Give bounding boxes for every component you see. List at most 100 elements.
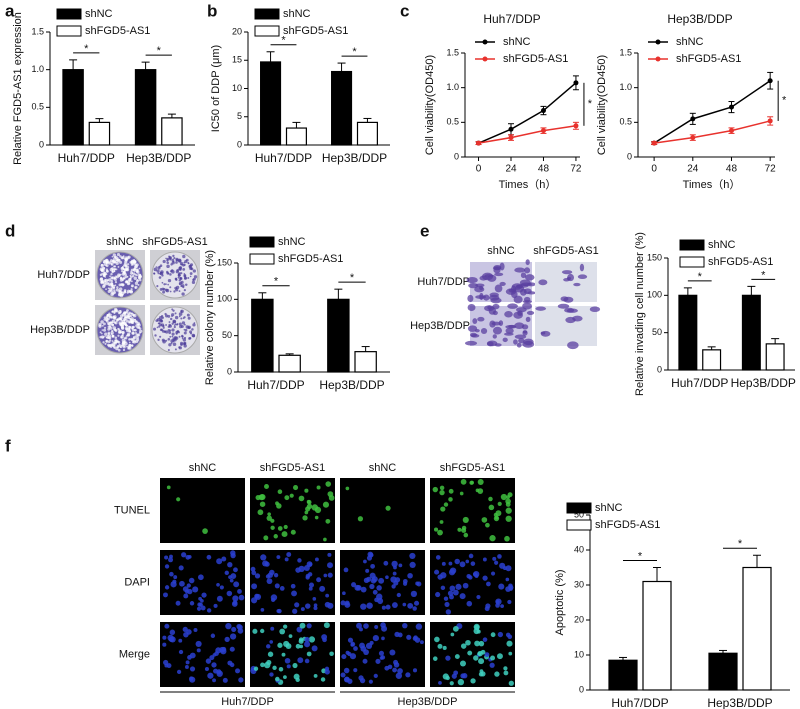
- bar: [278, 354, 301, 373]
- nucleus: [273, 572, 279, 578]
- chart-title: Huh7/DDP: [483, 12, 540, 26]
- colony: [114, 308, 118, 312]
- cell: [516, 342, 522, 348]
- x-tick-label: Hep3B/DDP: [319, 378, 384, 392]
- colony: [120, 319, 123, 322]
- nucleus: [444, 601, 450, 607]
- image-column-label: shNC: [487, 245, 515, 257]
- nucleus: [448, 488, 454, 494]
- nucleus: [231, 626, 237, 633]
- colony: [113, 286, 116, 290]
- cell: [484, 274, 494, 278]
- colony: [183, 316, 186, 319]
- nucleus: [276, 609, 281, 613]
- bar: [356, 121, 378, 146]
- colony: [110, 343, 114, 347]
- nucleus: [305, 603, 311, 609]
- nucleus: [383, 560, 389, 566]
- colony: [192, 323, 196, 327]
- colony: [112, 341, 116, 345]
- x-tick-label: 48: [538, 164, 550, 175]
- nucleus: [260, 554, 267, 561]
- error-bar: [69, 59, 78, 70]
- colony: [129, 277, 132, 280]
- cell: [514, 267, 526, 273]
- nucleus: [402, 578, 408, 584]
- legend-swatch: [56, 8, 82, 20]
- nucleus: [445, 655, 451, 661]
- y-tick-label: 0: [657, 364, 662, 374]
- colony: [111, 334, 115, 338]
- cell: [538, 279, 548, 286]
- nucleus: [176, 497, 181, 502]
- nucleus: [432, 486, 438, 493]
- legend-label: shNC: [278, 236, 306, 248]
- colony: [162, 287, 166, 291]
- cell: [498, 320, 504, 326]
- colony: [100, 263, 103, 267]
- cell: [520, 288, 527, 296]
- nucleus: [435, 591, 441, 598]
- cell: [494, 272, 504, 277]
- cell: [540, 330, 551, 337]
- nucleus: [284, 657, 291, 664]
- nucleus: [279, 628, 286, 635]
- y-axis-label: Cell viability(OD450): [424, 55, 436, 155]
- nucleus: [465, 639, 471, 646]
- nucleus: [389, 649, 396, 656]
- cell: [492, 310, 498, 316]
- colony: [182, 254, 186, 259]
- colony: [176, 323, 179, 325]
- colony: [135, 263, 138, 266]
- colony: [182, 338, 186, 342]
- legend-swatch: [254, 8, 280, 20]
- colony: [114, 284, 117, 287]
- nucleus: [497, 501, 502, 506]
- colony: [117, 258, 120, 262]
- nucleus: [195, 640, 202, 647]
- colony: [133, 267, 137, 271]
- cell: [480, 328, 488, 334]
- nucleus: [323, 573, 328, 578]
- x-tick-label: 72: [765, 164, 777, 175]
- legend-swatch: [566, 519, 592, 531]
- colony: [159, 287, 163, 291]
- legend-marker: [482, 39, 488, 45]
- nucleus: [379, 656, 384, 660]
- nucleus: [229, 662, 235, 668]
- nucleus: [448, 569, 456, 576]
- colony: [114, 260, 117, 264]
- colony: [173, 257, 176, 260]
- colony: [180, 343, 183, 347]
- colony: [100, 335, 105, 339]
- nucleus: [290, 583, 296, 589]
- y-tick-label: 20: [232, 26, 242, 36]
- nucleus: [459, 660, 467, 667]
- x-tick-label: Huh7/DDP: [611, 696, 668, 709]
- error-bar: [285, 353, 294, 356]
- nucleus: [460, 643, 467, 649]
- point: [476, 140, 482, 146]
- colony: [135, 340, 139, 344]
- colony: [130, 261, 133, 264]
- cell: [535, 306, 547, 311]
- plate: [151, 251, 199, 299]
- cell: [502, 337, 508, 343]
- nucleus: [305, 573, 311, 579]
- y-axis-label: IC50 of DDP (μm): [210, 45, 222, 132]
- colony: [105, 339, 109, 343]
- nucleus: [311, 504, 319, 511]
- nucleus: [169, 571, 174, 577]
- bar: [608, 659, 638, 691]
- nucleus: [222, 677, 228, 683]
- legend-label: shNC: [676, 36, 704, 48]
- x-tick-label: Huh7/DDP: [255, 151, 312, 165]
- y-axis-label: Relative FGD5-AS1 expression: [12, 12, 24, 165]
- nucleus: [342, 591, 346, 596]
- x-tick-label: 24: [687, 164, 699, 175]
- nucleus: [507, 492, 513, 498]
- nucleus: [313, 606, 318, 611]
- nucleus: [494, 671, 500, 677]
- colony: [168, 343, 172, 347]
- colony: [131, 341, 135, 344]
